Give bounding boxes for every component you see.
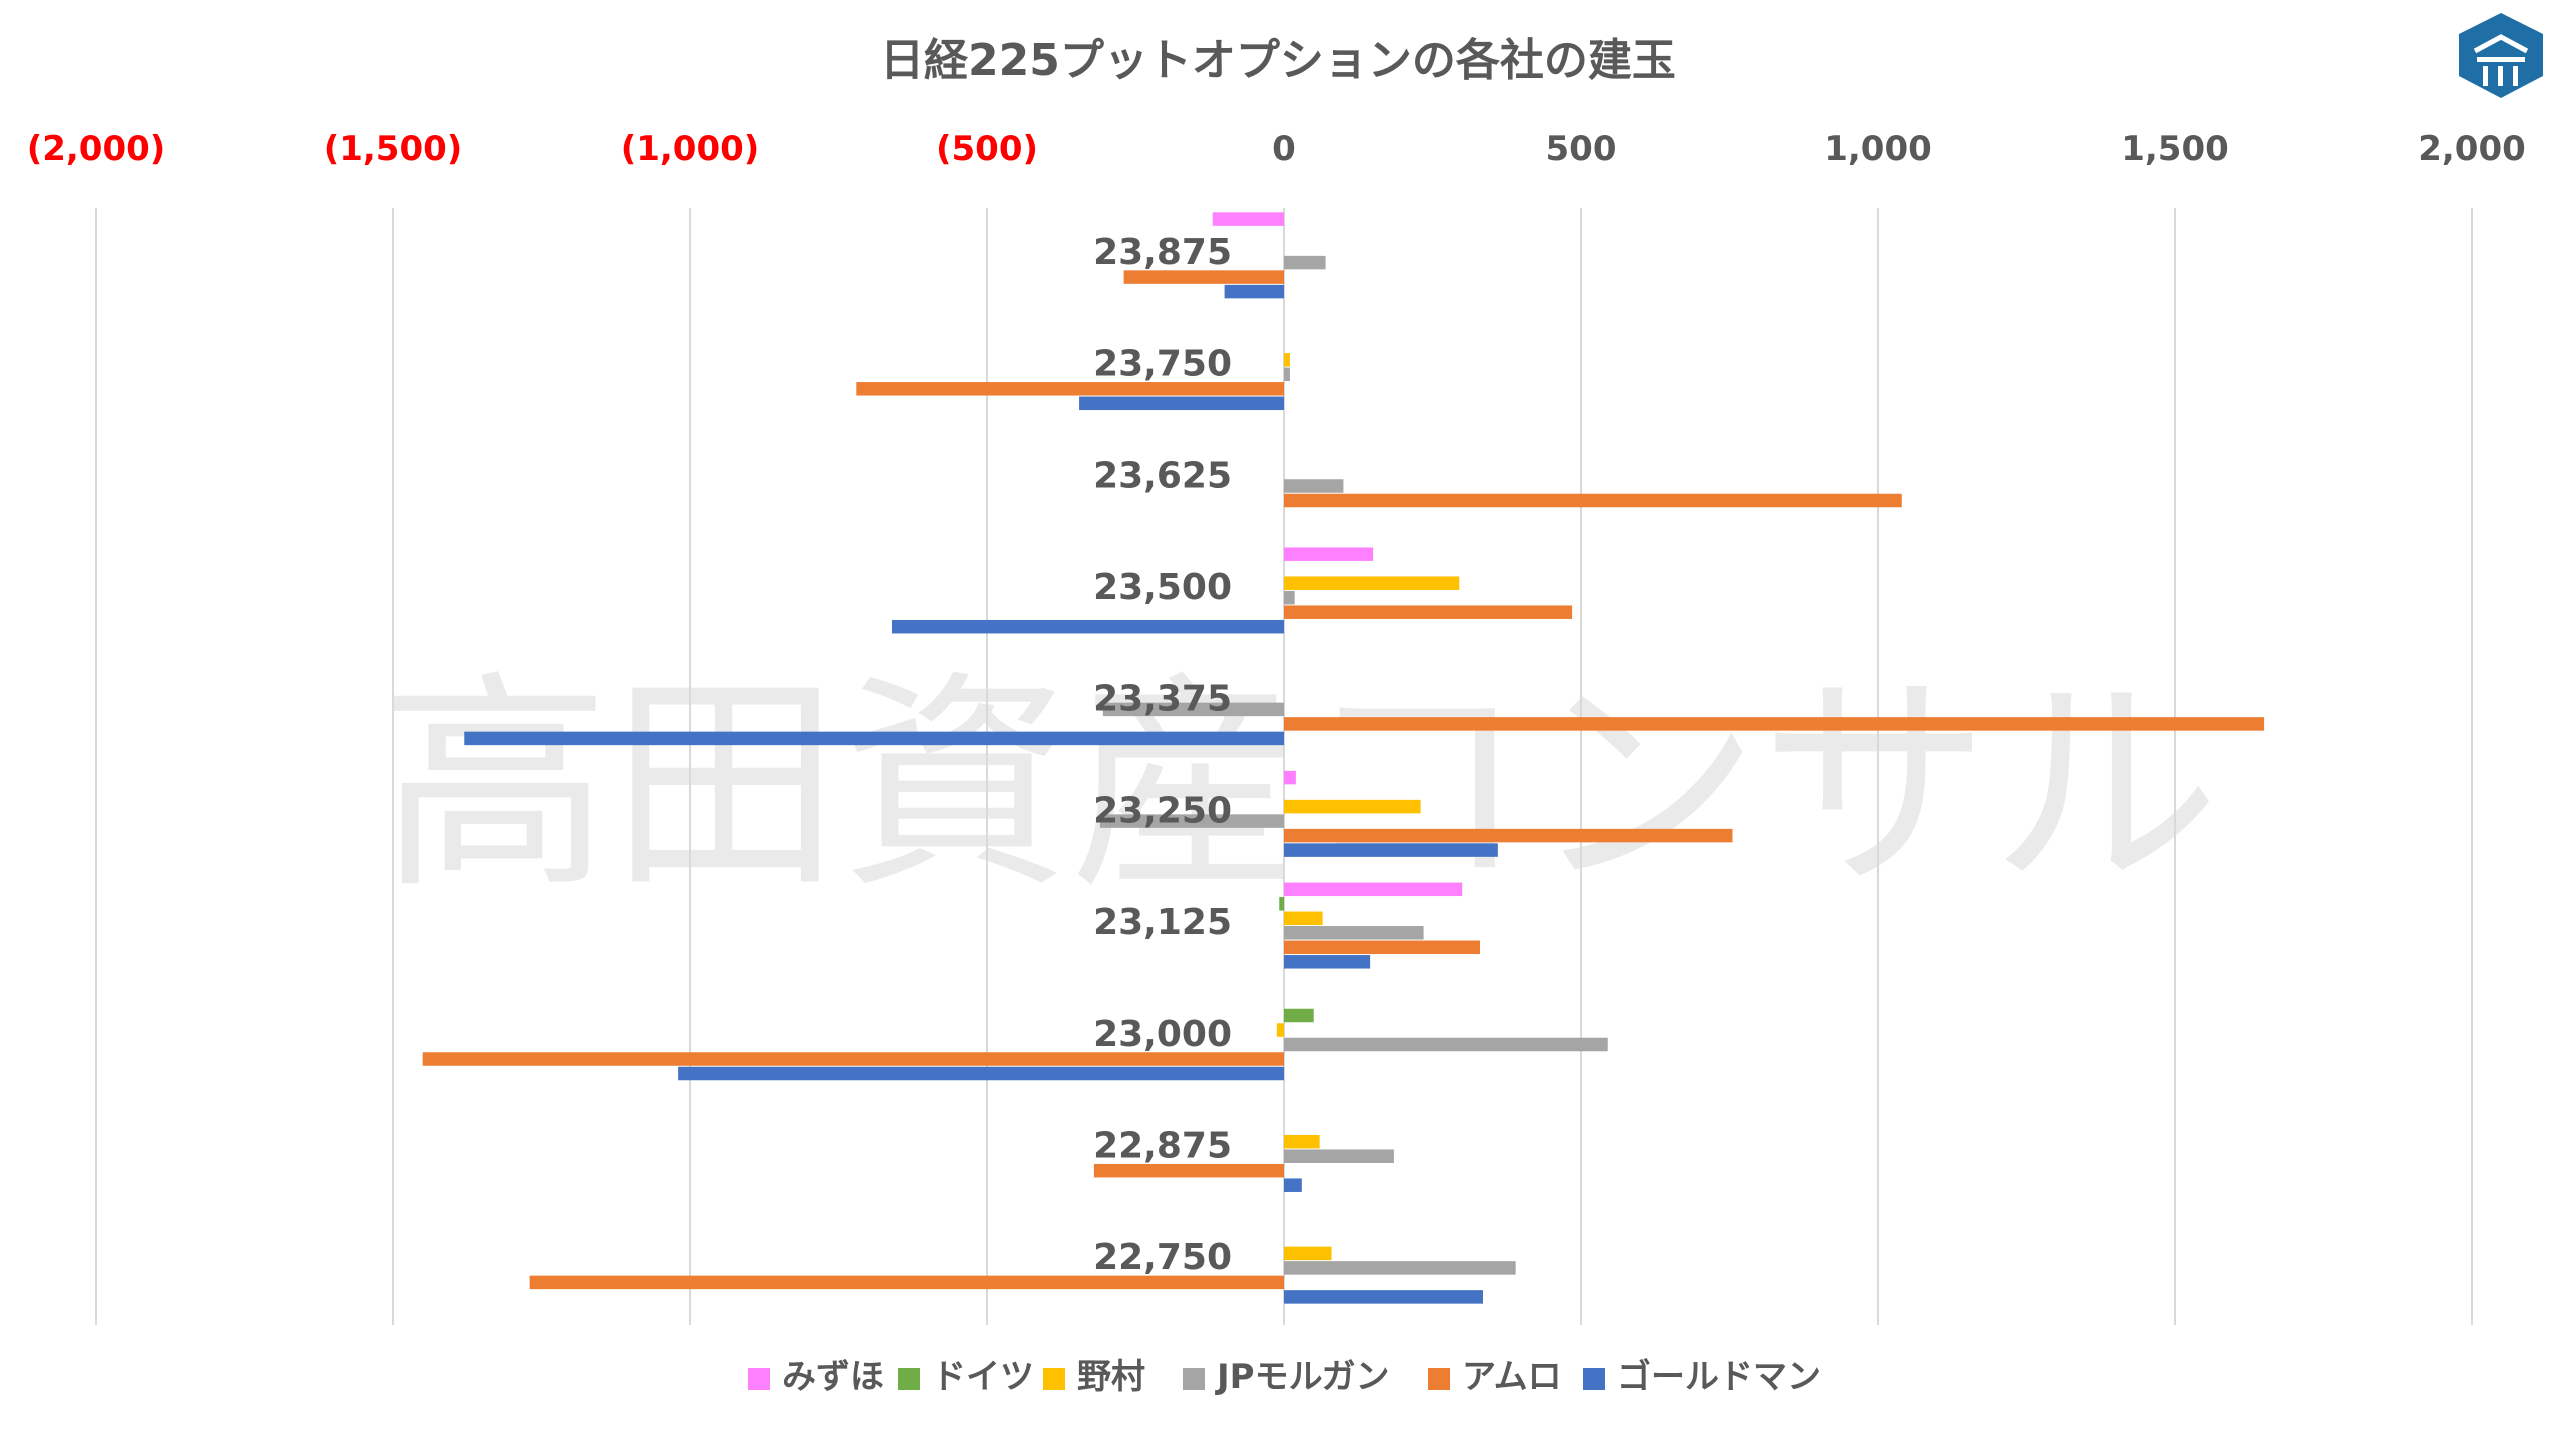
legend-swatch — [1428, 1368, 1450, 1390]
category-label: 23,250 — [1093, 790, 1232, 831]
bar — [1102, 702, 1284, 717]
legend-label: ドイツ — [932, 1357, 1034, 1397]
x-tick-label: (2,000) — [27, 129, 166, 169]
x-tick-label: (1,000) — [621, 129, 760, 169]
legend-swatch — [748, 1368, 770, 1390]
chart-title: 日経225プットオプションの各社の建玉 — [880, 35, 1676, 86]
x-tick-label: (500) — [936, 129, 1038, 169]
bar — [1284, 843, 1498, 857]
x-tick-label: 0 — [1272, 129, 1296, 169]
x-tick-label: 1,000 — [1824, 129, 1932, 169]
bar — [422, 1052, 1284, 1066]
bar — [1099, 814, 1284, 828]
bar — [1284, 1037, 1608, 1052]
category-label: 23,875 — [1093, 232, 1232, 273]
category-label: 23,625 — [1093, 455, 1232, 496]
bar — [1284, 940, 1481, 955]
category-label: 22,750 — [1093, 1237, 1232, 1278]
legend-swatch — [898, 1368, 920, 1390]
bar — [1093, 1163, 1284, 1178]
category-label: 23,000 — [1093, 1014, 1232, 1055]
bar — [1212, 212, 1284, 226]
bar — [1284, 1008, 1314, 1023]
bar — [529, 1275, 1284, 1290]
bar — [678, 1066, 1284, 1081]
legend-label: ゴールドマン — [1617, 1357, 1821, 1397]
bar — [1284, 1134, 1320, 1149]
bar — [464, 731, 1284, 746]
bar — [1123, 270, 1284, 284]
bar — [1284, 828, 1733, 843]
legend-swatch — [1183, 1368, 1205, 1390]
bar — [1279, 897, 1284, 911]
bars — [422, 212, 2265, 1304]
x-tick-label: 500 — [1546, 129, 1617, 169]
x-tick-label: 1,500 — [2121, 129, 2229, 169]
bar — [1284, 1261, 1516, 1275]
legend-label: 野村 — [1077, 1357, 1145, 1397]
logo-icon — [2459, 13, 2543, 98]
x-tick-label: 2,000 — [2418, 129, 2526, 169]
bar — [1284, 799, 1421, 814]
category-label: 23,125 — [1093, 902, 1232, 943]
legend: みずほ ドイツ 野村 JPモルガン アムロ ゴールドマン — [748, 1357, 1821, 1397]
x-tick-label: (1,500) — [324, 129, 463, 169]
legend-label: JPモルガン — [1215, 1357, 1390, 1397]
bar — [1284, 770, 1296, 785]
watermark-text: 高田資産コンサル — [380, 653, 2220, 920]
bar — [1284, 955, 1371, 969]
bar — [856, 382, 1284, 396]
bar — [1224, 284, 1284, 299]
category-label: 23,750 — [1093, 344, 1232, 385]
bar — [1284, 1178, 1302, 1192]
bar — [1284, 479, 1344, 493]
bar — [1284, 576, 1460, 590]
x-axis-ticks: (2,000) (1,500) (1,000) (500) 0 500 1,000 1,500… — [27, 129, 2526, 169]
category-labels: 23,875 23,750 23,625 23,500 23,375 23,250 23,1… — [1093, 232, 1232, 1278]
legend-label: アムロ — [1462, 1357, 1562, 1397]
bar — [1276, 1023, 1284, 1037]
bar — [1284, 255, 1326, 270]
legend-swatch — [1043, 1368, 1065, 1390]
bar — [1284, 882, 1463, 897]
bar — [1284, 547, 1374, 561]
bar — [1284, 367, 1290, 382]
category-label: 22,875 — [1093, 1125, 1232, 1166]
bar — [1284, 911, 1323, 926]
legend-label: みずほ — [782, 1357, 884, 1397]
bar — [1284, 590, 1295, 605]
bar — [1284, 926, 1424, 940]
bar — [1284, 717, 2265, 731]
bar — [1284, 493, 1902, 508]
bar — [891, 619, 1284, 634]
bar — [1284, 1290, 1483, 1304]
legend-swatch — [1583, 1368, 1605, 1390]
bar — [1284, 605, 1573, 619]
bar — [1079, 396, 1284, 411]
category-label: 23,500 — [1093, 567, 1232, 608]
bar — [1284, 1246, 1332, 1261]
bar — [1284, 1149, 1394, 1163]
bar — [1284, 353, 1290, 367]
category-label: 23,375 — [1093, 679, 1232, 720]
